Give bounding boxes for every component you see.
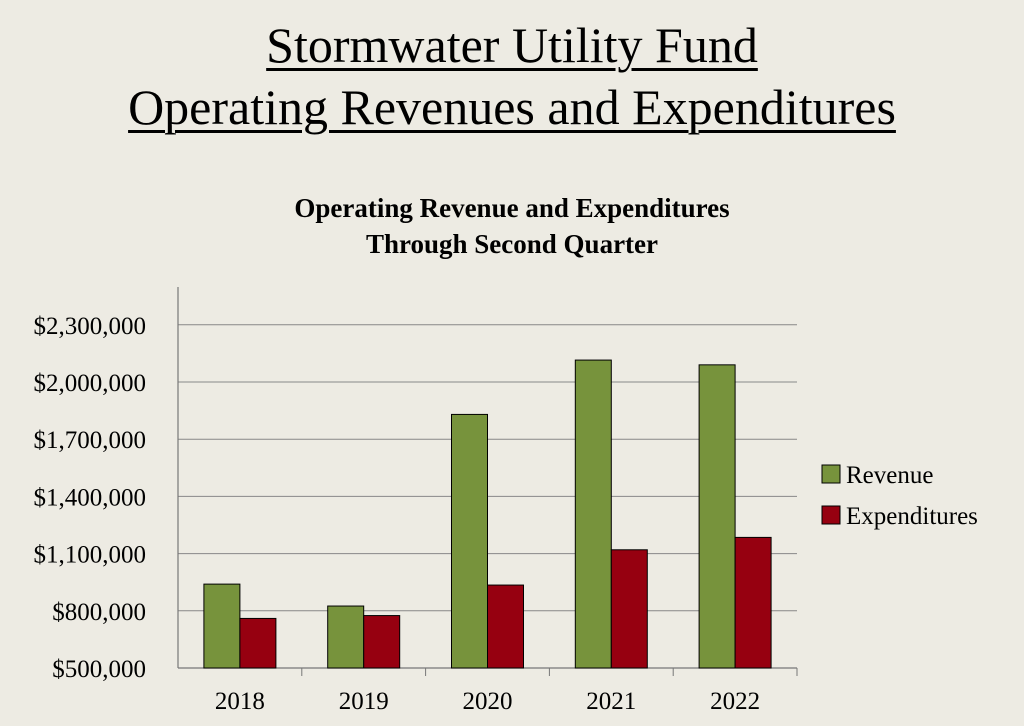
slide-title: Stormwater Utility Fund Operating Revenu… [0,14,1024,138]
legend-swatch-expenditures [821,505,841,525]
slide-title-line1: Stormwater Utility Fund [266,17,758,73]
x-tick-label: 2018 [215,688,265,715]
y-tick-label: $1,400,000 [34,484,147,511]
bar-expenditures-2021 [610,549,648,669]
bar-revenue-2018 [203,583,241,669]
x-tick-label: 2019 [339,688,389,715]
y-tick-label: $1,700,000 [34,427,147,454]
bar-revenue-2021 [574,359,612,669]
chart-title-line1: Operating Revenue and Expenditures [294,193,730,223]
bar-revenue-2019 [327,605,365,669]
bar-revenue-2020 [451,413,488,669]
chart-title-line2: Through Second Quarter [365,229,659,259]
bar-expenditures-2022 [734,536,772,669]
bar-revenue-2022 [698,364,736,669]
x-tick-label: 2020 [463,688,513,715]
y-tick-label: $1,100,000 [34,542,147,569]
slide-title-line2: Operating Revenues and Expenditures [128,79,896,135]
chart-title: Operating Revenue and Expenditures Throu… [0,190,1024,262]
bar-expenditures-2018 [239,617,277,669]
y-tick-label: $800,000 [52,599,146,626]
legend-label-expenditures: Expenditures [846,503,978,530]
y-tick-label: $2,000,000 [34,370,147,397]
x-tick-label: 2021 [586,688,636,715]
legend-label-revenue: Revenue [846,462,933,489]
legend-swatch-revenue [821,464,841,484]
x-tick-label: 2022 [710,688,760,715]
y-tick-label: $500,000 [52,656,146,683]
bar-expenditures-2019 [363,615,401,669]
bar-expenditures-2020 [487,584,524,669]
y-tick-label: $2,300,000 [34,313,147,340]
